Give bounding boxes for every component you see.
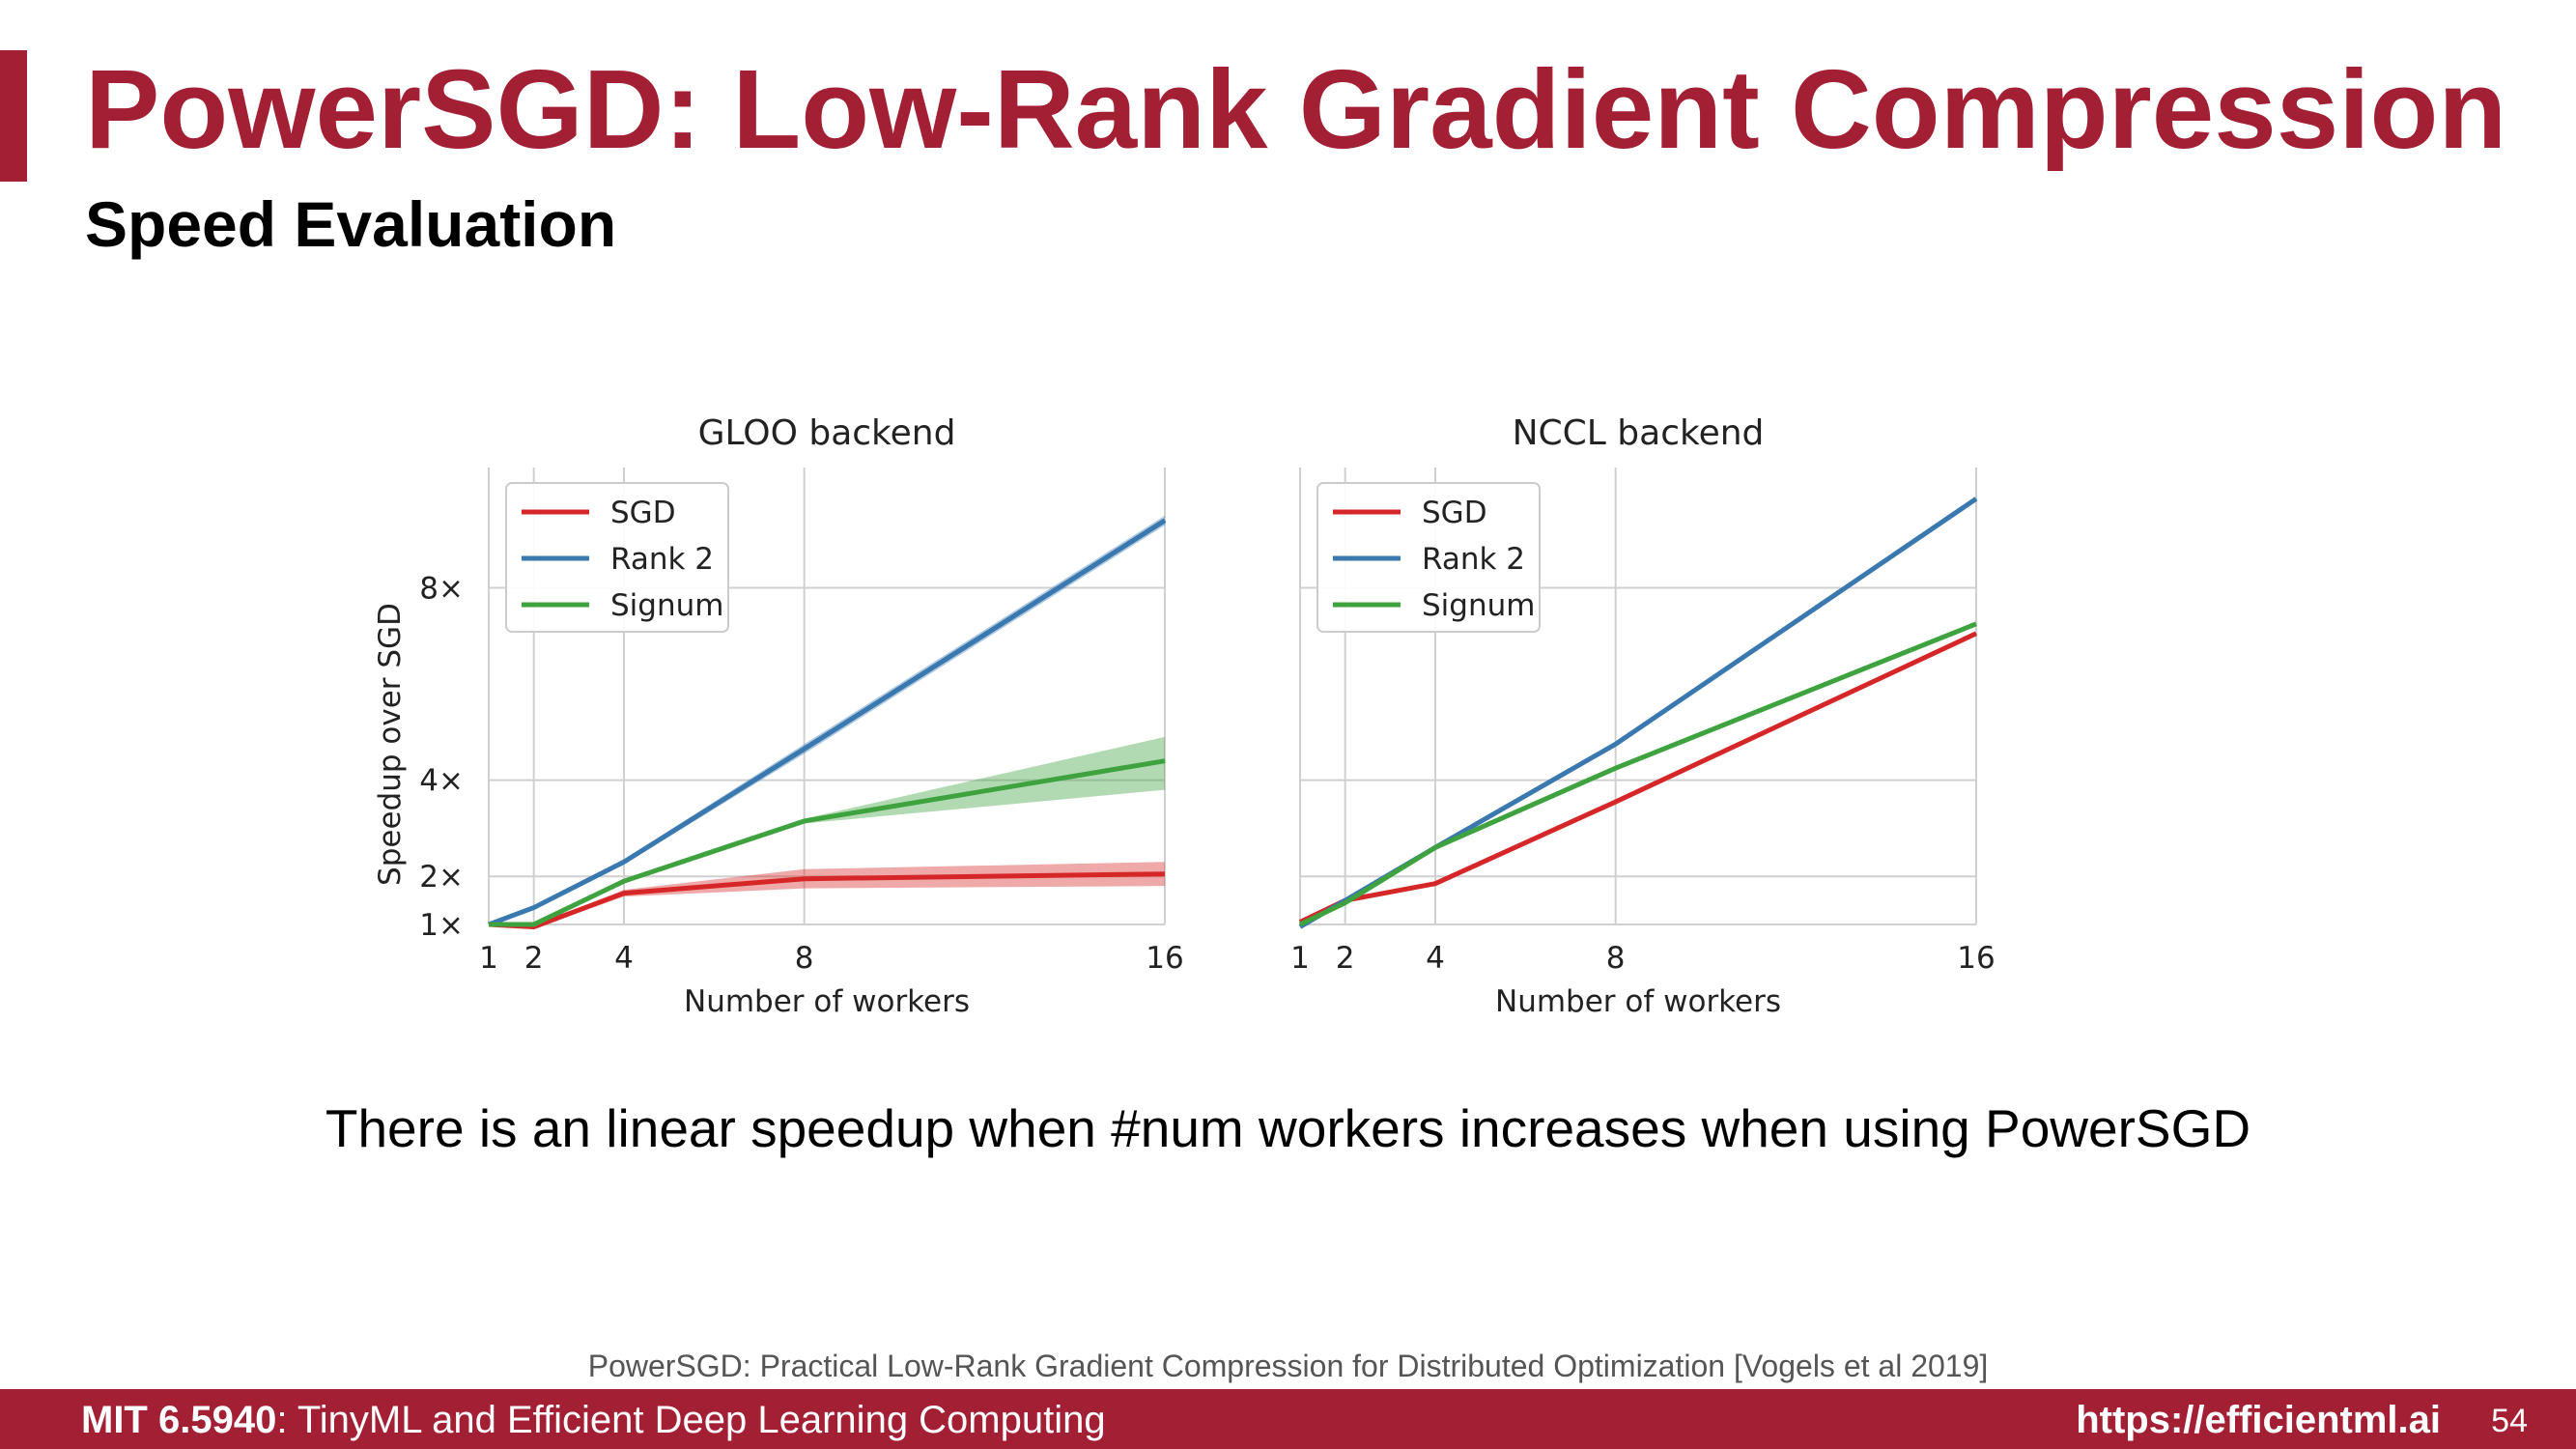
footer-course-code: MIT 6.5940: [81, 1399, 277, 1441]
slide-caption: There is an linear speedup when #num wor…: [325, 1098, 2251, 1158]
x-tick-label-2: 2: [524, 941, 544, 976]
x-tick-label-16: 16: [1957, 941, 1995, 976]
x-tick-label-8: 8: [795, 941, 814, 976]
footer-course: MIT 6.5940: TinyML and Efficient Deep Le…: [81, 1399, 1106, 1442]
series-line-signum: [489, 758, 1166, 927]
y-tick-label-8: 8×: [419, 571, 464, 606]
legend-label-rank-2: Rank 2: [610, 542, 714, 577]
chart-nccl-backend: NCCL backend 1 2 4 8 16 Number of workers SGD Ra…: [1290, 413, 1996, 1019]
legend-box: [505, 482, 729, 633]
band-signum: [489, 736, 1165, 926]
footer-course-name: : TinyML and Efficient Deep Learning Com…: [276, 1399, 1106, 1441]
y-tick-label-1: 1×: [419, 908, 464, 943]
legend-box: [1316, 482, 1541, 633]
legend-label-rank-2: Rank 2: [1422, 542, 1525, 577]
x-tick-label-16: 16: [1146, 941, 1183, 976]
series-line-rank-2: [488, 518, 1167, 927]
paper-reference: PowerSGD: Practical Low-Rank Gradient Co…: [587, 1349, 1989, 1383]
series-line-sgd: [1298, 631, 1978, 924]
x-tick-label-2: 2: [1336, 941, 1355, 976]
legend-label-signum: Signum: [1422, 588, 1535, 623]
x-tick-label-4: 4: [1426, 941, 1445, 976]
slide-title: PowerSGD: Low-Rank Gradient Compression: [85, 46, 2507, 172]
x-tick-label-1: 1: [1290, 941, 1310, 976]
series-line-signum: [1298, 621, 1977, 927]
y-tick-label-4: 4×: [419, 764, 464, 799]
legend-label-sgd: SGD: [1422, 496, 1487, 530]
legend-label-sgd: SGD: [610, 496, 676, 530]
chart-title: NCCL backend: [1513, 413, 1765, 453]
x-tick-label-4: 4: [614, 941, 634, 976]
y-tick-label-2: 2×: [419, 860, 464, 895]
x-axis-label: Number of workers: [684, 984, 970, 1019]
chart-title: GLOO backend: [698, 413, 956, 453]
footer-bar: MIT 6.5940: TinyML and Efficient Deep Le…: [0, 1389, 2576, 1449]
slide-subtitle: Speed Evaluation: [85, 188, 617, 260]
x-axis-label: Number of workers: [1495, 984, 1781, 1019]
x-tick-label-1: 1: [479, 941, 498, 976]
page-number: 54: [2491, 1403, 2528, 1439]
y-axis-label: Speedup over SGD: [373, 603, 408, 886]
title-accent-bar: [0, 50, 27, 182]
footer-url-link[interactable]: https://efficientml.ai: [2076, 1399, 2441, 1441]
x-tick-label-8: 8: [1606, 941, 1626, 976]
chart-gloo-backend: GLOO backend 1 2 4 8 16 1× 2× 4× 8× Number of work…: [373, 413, 1184, 1019]
legend-label-signum: Signum: [610, 588, 723, 623]
